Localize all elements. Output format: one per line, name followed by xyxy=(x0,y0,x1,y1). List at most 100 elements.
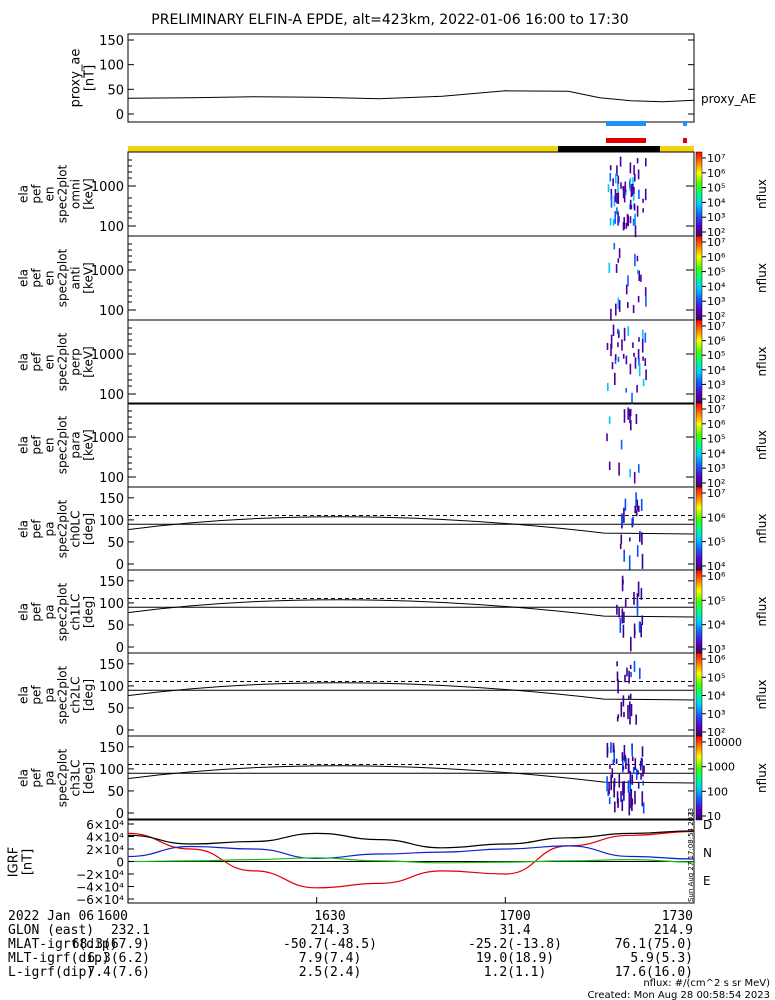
colorbar-tick-label: 10⁶ xyxy=(707,511,726,524)
colorbar-tick-label: 10⁵ xyxy=(707,349,725,362)
orbit-indicator-bars xyxy=(128,121,694,152)
spectrogram-streak xyxy=(613,195,616,207)
ylabel-line: spec2plot xyxy=(56,415,70,474)
spectrogram-streak xyxy=(608,262,611,274)
spectrogram-streak xyxy=(609,173,612,182)
spectrogram-streak xyxy=(613,242,616,250)
spectrogram-streak xyxy=(618,462,620,476)
ylabel-line: pef xyxy=(30,602,44,622)
spectrogram-streaks xyxy=(606,407,640,484)
footer-cell: 7.4(7.6) xyxy=(87,965,150,980)
ylabel-line: en xyxy=(43,355,57,370)
pa-streak xyxy=(642,765,644,777)
pa-panel-2: 150 100 50 0 ela pef pa spec2plot ch2LC [deg] xyxy=(17,652,695,739)
spectrogram-streak xyxy=(634,357,637,369)
spectrogram-streak xyxy=(617,297,620,309)
igrf-legend-n: N xyxy=(703,846,712,860)
pa-ytick-label: 100 xyxy=(99,763,124,778)
pa-streak xyxy=(640,499,643,511)
spectrogram-streak xyxy=(608,416,611,424)
colorbar-label: nflux xyxy=(755,430,769,460)
pa-streak xyxy=(634,790,636,805)
spectrogram-streak xyxy=(614,357,617,364)
pa-streak xyxy=(616,671,619,682)
igrf-ytick-label: −4×10⁴ xyxy=(76,881,124,895)
spectrogram-streak xyxy=(636,255,639,262)
proxy-frame xyxy=(127,33,695,123)
spectrogram-streak xyxy=(618,330,620,338)
colorbar-7: 10000 1000 100 10 nflux xyxy=(695,735,769,823)
pa-streak xyxy=(629,711,631,725)
pa-ytick-label: 50 xyxy=(107,785,124,800)
colorbar-tick-label: 10⁶ xyxy=(707,418,726,431)
spectrogram-streak xyxy=(617,192,620,204)
panel-ylabel: ela pef en spec2plot anti [keV] xyxy=(17,248,96,307)
footer-cell: 17.6(16.0) xyxy=(615,965,693,980)
spectrogram-streak xyxy=(638,363,641,377)
spectrogram-streak xyxy=(644,287,647,296)
proxy-ytick-label: 50 xyxy=(107,83,124,98)
igrf-ytick-label: 4×10⁴ xyxy=(86,831,124,845)
ylabel-line: IGRF xyxy=(7,847,22,877)
pa-streak xyxy=(622,781,624,796)
pa-streak xyxy=(629,771,632,784)
pa-streak xyxy=(613,749,615,763)
spectrogram-streak xyxy=(622,222,625,231)
ylabel-line: spec2plot xyxy=(56,582,70,641)
spectrogram-streak xyxy=(644,188,647,201)
igrf-ytick-label: −2×10⁴ xyxy=(76,868,124,882)
energy-ytick-label: 100 xyxy=(99,220,124,235)
pa-streak xyxy=(629,701,631,712)
pa-streaks xyxy=(606,742,645,816)
spectrogram-streak xyxy=(637,348,640,360)
spectrogram-streak xyxy=(622,186,625,199)
colorbar-label: nflux xyxy=(755,263,769,293)
footer-cell: 5.9(5.3) xyxy=(630,951,693,966)
spectrogram-streak xyxy=(614,211,616,224)
pa-streak xyxy=(641,761,643,766)
colorbar-strip xyxy=(695,569,703,654)
footer-cell: -25.2(-13.8) xyxy=(468,937,562,952)
pa-streaks xyxy=(619,492,644,571)
pa-streak xyxy=(628,764,630,774)
colorbar-tick-label: 10⁷ xyxy=(707,152,725,165)
pa-streak xyxy=(623,781,625,793)
footer-cell: 6.3(6.2) xyxy=(87,951,150,966)
pa-streak xyxy=(617,679,619,694)
colorbar-strip xyxy=(695,235,703,321)
spectrogram-streak xyxy=(620,439,623,450)
colorbar-strip xyxy=(695,735,703,821)
pa-ytick-label: 0 xyxy=(116,558,124,573)
pa-streak xyxy=(616,604,618,615)
ylabel-line: [deg] xyxy=(82,513,96,545)
footer-cell: 1600 xyxy=(97,909,128,924)
orbit-bar-red-end xyxy=(683,138,687,143)
colorbar-label-text: nflux xyxy=(755,430,769,460)
spectrogram-streak xyxy=(642,329,644,339)
colorbar-tick-label: 10⁷ xyxy=(707,403,725,416)
footer-cell: -50.7(-48.5) xyxy=(283,937,377,952)
pa-streak xyxy=(628,802,631,816)
panel-ylabel: ela pef en spec2plot perp [keV] xyxy=(17,332,96,391)
colorbar-tick-label: 10² xyxy=(707,477,725,490)
spectrogram-streak xyxy=(631,392,633,405)
spectrogram-streak xyxy=(633,165,635,175)
spectrogram-streak xyxy=(645,369,647,381)
colorbar-tick-label: 10 xyxy=(707,810,721,823)
ylabel-line: pef xyxy=(30,268,44,288)
pa-streak xyxy=(636,600,639,616)
ylabel-line: [nT] xyxy=(21,849,36,875)
pa-losscone-curve xyxy=(127,765,695,784)
spectrogram-streak xyxy=(629,408,632,417)
pa-streak xyxy=(615,758,618,764)
pa-streak xyxy=(621,575,624,592)
spectrogram-streak xyxy=(611,362,614,370)
colorbar-tick-label: 10⁷ xyxy=(707,487,725,500)
pa-streak xyxy=(629,693,632,699)
pa-streak xyxy=(623,507,625,523)
ylabel-line: ela xyxy=(17,353,31,371)
ylabel-line: pa xyxy=(43,522,57,537)
